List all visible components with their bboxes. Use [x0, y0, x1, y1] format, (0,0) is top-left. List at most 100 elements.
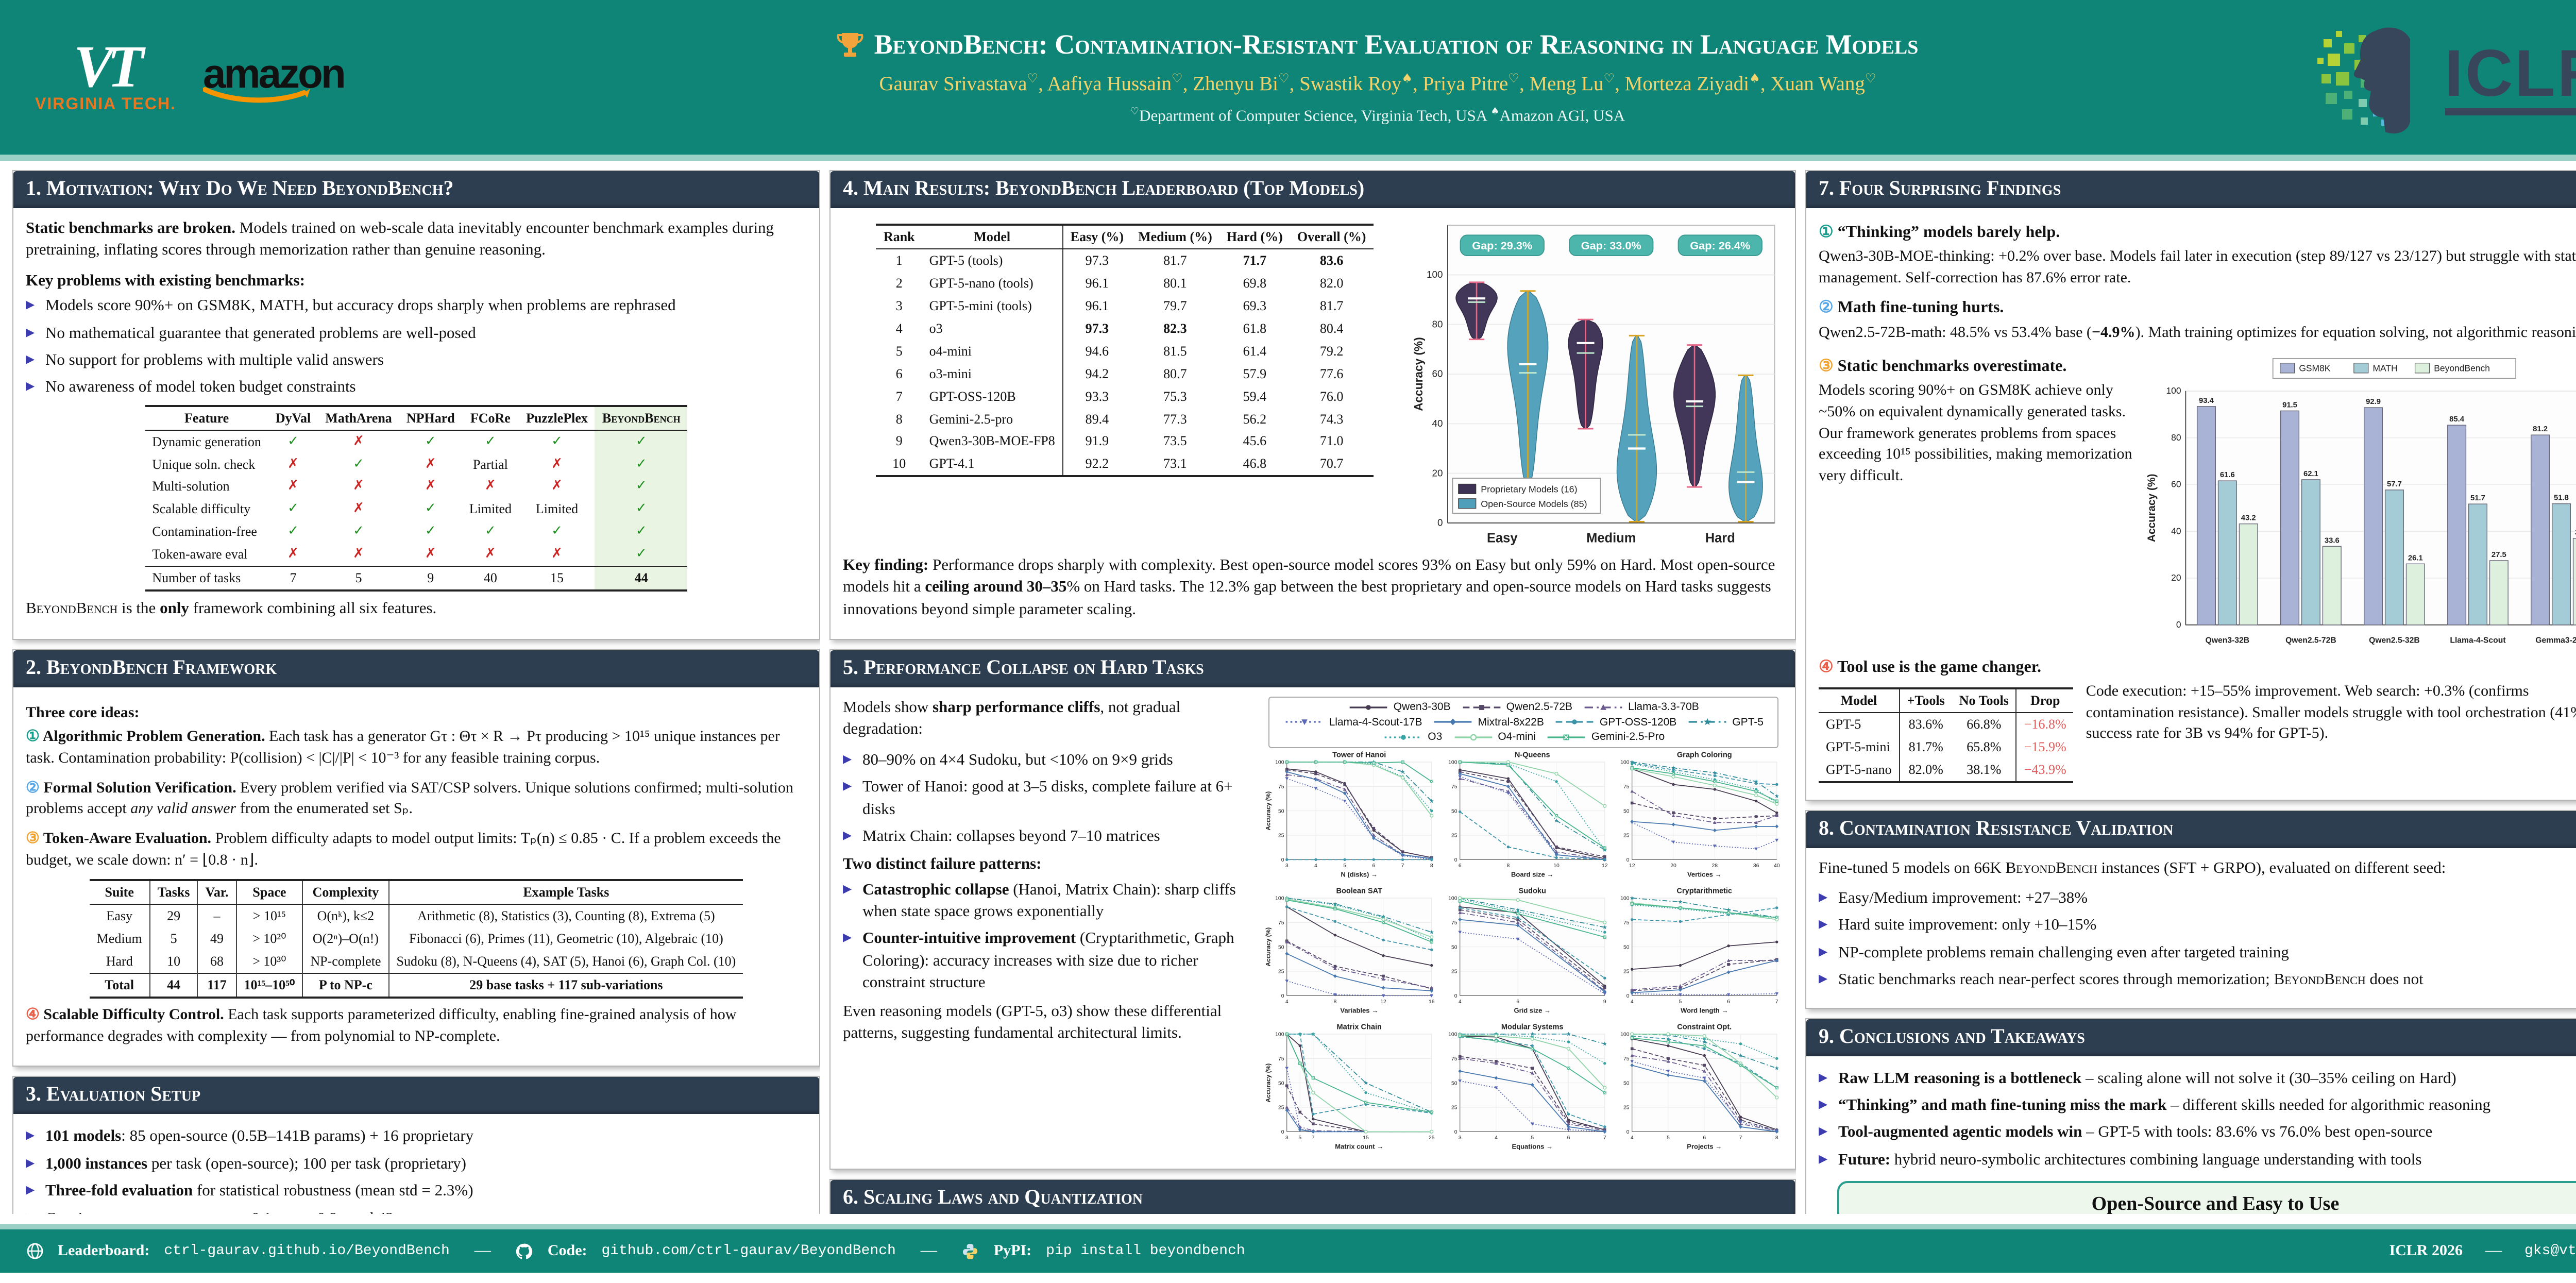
pypi-label: PyPI:	[993, 1242, 1032, 1259]
svg-text:50: 50	[1624, 808, 1630, 814]
svg-text:0: 0	[1454, 857, 1457, 863]
idea-3: ③ Token-Aware Evaluation. Problem diffic…	[26, 830, 781, 869]
svg-text:40: 40	[2171, 526, 2181, 536]
svg-text:36: 36	[1754, 863, 1760, 868]
leaderboard-label: Leaderboard:	[58, 1242, 150, 1259]
svg-text:40: 40	[1774, 863, 1781, 868]
pypi-install-command[interactable]: pip install beyondbench	[1046, 1243, 1245, 1259]
svg-text:100: 100	[1621, 759, 1630, 765]
leaderboard-link[interactable]: ctrl-gaurav.github.io/BeyondBench	[164, 1243, 450, 1259]
svg-text:0: 0	[1437, 518, 1443, 529]
svg-text:28: 28	[1712, 863, 1718, 868]
svg-text:8: 8	[1334, 999, 1337, 1004]
svg-text:50: 50	[1451, 944, 1458, 950]
svg-text:0: 0	[1627, 857, 1630, 863]
section-performance-collapse: 5. Performance Collapse on Hard Tasks Mo…	[829, 649, 1796, 1170]
bullet: Tower of Hanoi: good at 3–5 disks, compl…	[843, 776, 1257, 820]
svg-text:62.1: 62.1	[2303, 470, 2318, 478]
svg-text:0: 0	[1281, 993, 1284, 999]
finding-3-head: ③ Static benchmarks overestimate.	[1819, 358, 2067, 376]
svg-text:Variables →: Variables →	[1341, 1006, 1379, 1014]
page-title: BeyondBench: Contamination-Resistant Eva…	[519, 29, 2236, 61]
finding-1-body: Qwen3-30B-MOE-thinking: +0.2% over base.…	[1819, 248, 2576, 286]
svg-text:Equations →: Equations →	[1512, 1142, 1552, 1150]
contamination-intro: Fine-tuned 5 models on 66K BeyondBench i…	[1819, 859, 2446, 877]
contact-email[interactable]: gks@vt.edu	[2524, 1243, 2576, 1259]
virginia-tech-logo: VT VIRGINIA TECH.	[35, 32, 176, 114]
bullet: Raw LLM reasoning is a bottleneck – scal…	[1819, 1067, 2576, 1089]
vt-mark: VT	[73, 32, 144, 100]
svg-text:26.1: 26.1	[2408, 554, 2423, 563]
svg-text:Hard: Hard	[1705, 531, 1735, 546]
svg-text:43.2: 43.2	[2241, 514, 2256, 522]
open-source-box: Open-Source and Easy to Use pip install …	[1837, 1181, 2576, 1214]
svg-text:6: 6	[1567, 1135, 1570, 1141]
finding-2-body: Qwen2.5-72B-math: 48.5% vs 53.4% base (−…	[1819, 324, 2576, 341]
amazon-smile-icon	[202, 87, 310, 103]
section-title: 7. Four Surprising Findings	[1806, 171, 2576, 208]
svg-text:Accuracy (%): Accuracy (%)	[1265, 1063, 1272, 1102]
bullet: No mathematical guarantee that generated…	[26, 322, 807, 344]
svg-text:4: 4	[1315, 863, 1318, 868]
svg-text:33.6: 33.6	[2325, 537, 2340, 545]
svg-text:8: 8	[1506, 863, 1510, 868]
svg-text:7: 7	[1739, 1135, 1742, 1141]
open-source-title: Open-Source and Easy to Use	[2091, 1193, 2340, 1214]
svg-text:100: 100	[1276, 1032, 1285, 1037]
svg-text:8: 8	[1430, 863, 1433, 868]
svg-text:6: 6	[1727, 999, 1731, 1004]
svg-text:25: 25	[1624, 833, 1630, 838]
svg-text:75: 75	[1451, 784, 1458, 789]
bullet: Future: hybrid neuro-symbolic architectu…	[1819, 1149, 2576, 1171]
svg-text:Graph Coloring: Graph Coloring	[1677, 751, 1733, 759]
svg-text:100: 100	[1427, 269, 1443, 280]
svg-text:0: 0	[1627, 993, 1630, 999]
section-scaling: 6. Scaling Laws and Quantization Diminis…	[829, 1179, 1796, 1214]
bullet: Counter-intuitive improvement (Cryptarit…	[843, 928, 1257, 994]
svg-text:75: 75	[1451, 1056, 1458, 1062]
svg-text:50: 50	[1624, 1081, 1630, 1086]
conference-badge: ICLR 2026	[2389, 1242, 2463, 1259]
code-label: Code:	[547, 1242, 587, 1259]
svg-text:5: 5	[1531, 1135, 1534, 1141]
svg-text:7: 7	[1401, 863, 1404, 868]
idea-1: ① Algorithmic Problem Generation. Each t…	[26, 729, 780, 767]
svg-text:100: 100	[2166, 386, 2181, 396]
svg-text:75: 75	[1278, 1056, 1284, 1062]
bullet: Static benchmarks reach near-perfect sco…	[1819, 969, 2576, 991]
poster-footer: Leaderboard: ctrl-gaurav.github.io/Beyon…	[0, 1229, 2576, 1273]
trophy-icon	[837, 32, 863, 57]
svg-text:6: 6	[1372, 863, 1376, 868]
section-framework: 2. BeyondBench Framework Three core idea…	[12, 649, 820, 1067]
key-finding: Key finding: Performance drops sharply w…	[843, 556, 1775, 618]
svg-text:3: 3	[1285, 863, 1289, 868]
section-findings: 7. Four Surprising Findings ① “Thinking”…	[1805, 170, 2576, 801]
bullet: “Thinking” and math fine-tuning miss the…	[1819, 1094, 2576, 1117]
svg-text:4: 4	[1631, 999, 1634, 1004]
svg-text:0: 0	[2176, 619, 2181, 630]
amazon-logo: amazon	[202, 49, 346, 105]
svg-text:50: 50	[1451, 1081, 1458, 1086]
idea-2: ② Formal Solution Verification. Every pr…	[26, 780, 793, 818]
svg-text:25: 25	[1278, 969, 1284, 974]
svg-text:100: 100	[1448, 759, 1458, 765]
svg-text:37.0: 37.0	[2575, 529, 2576, 537]
svg-text:60: 60	[2171, 479, 2181, 489]
svg-text:Modular Systems: Modular Systems	[1501, 1023, 1564, 1031]
svg-text:Tower of Hanoi: Tower of Hanoi	[1333, 751, 1386, 759]
code-link[interactable]: github.com/ctrl-gaurav/BeyondBench	[601, 1243, 896, 1259]
section-title: 2. BeyondBench Framework	[13, 650, 819, 687]
svg-text:75: 75	[1624, 784, 1630, 789]
svg-text:75: 75	[1624, 1056, 1630, 1062]
collapse-paragraph: Models show sharp performance cliffs, no…	[843, 699, 1181, 738]
svg-text:50: 50	[1624, 944, 1630, 950]
task-panels-legend: Qwen3-30B Qwen2.5-72B Llama-3.3-70B Llama-4…	[1268, 697, 1778, 748]
svg-text:7: 7	[1603, 1135, 1606, 1141]
svg-text:0: 0	[1627, 1129, 1630, 1135]
svg-text:Accuracy (%): Accuracy (%)	[2146, 474, 2158, 543]
bullet: Hard suite improvement: only +10–15%	[1819, 915, 2576, 937]
svg-text:50: 50	[1278, 1081, 1284, 1086]
header-strip	[0, 155, 2576, 161]
finding-3-body: Models scoring 90%+ on GSM8K achieve onl…	[1819, 382, 2132, 485]
svg-text:0: 0	[1454, 993, 1457, 999]
